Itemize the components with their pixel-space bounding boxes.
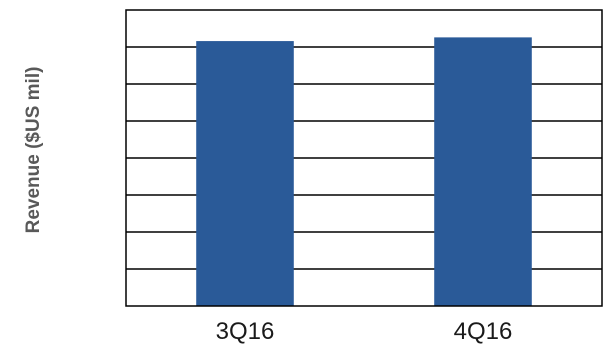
bar-3q16 bbox=[196, 41, 294, 307]
x-tick-label: 4Q16 bbox=[454, 318, 513, 345]
plot-frame bbox=[125, 9, 603, 307]
x-axis-ticks: 3Q16 4Q16 bbox=[216, 318, 513, 345]
x-tick-label: 3Q16 bbox=[216, 318, 275, 345]
bar-4q16 bbox=[434, 37, 532, 306]
y-axis-label: Revenue ($US mil) bbox=[23, 67, 44, 234]
bars bbox=[196, 37, 532, 307]
